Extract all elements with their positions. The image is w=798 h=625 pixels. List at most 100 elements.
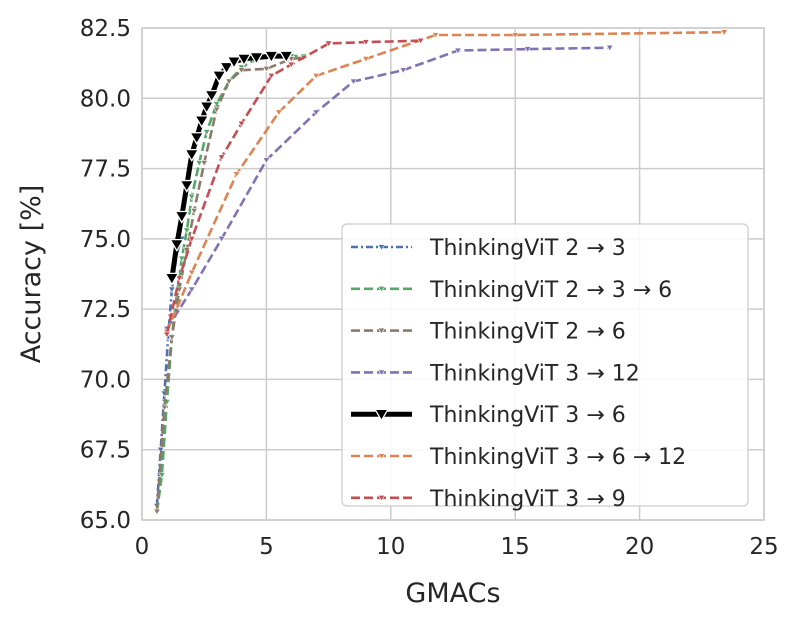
legend-label: ThinkingViT 3 → 6 — [429, 403, 626, 428]
series-group — [163, 29, 729, 336]
legend-marker — [377, 327, 386, 335]
data-point — [431, 32, 440, 39]
data-point — [454, 47, 462, 55]
legend-marker — [373, 408, 390, 422]
y-tick-label: 67.5 — [80, 438, 131, 464]
x-tick-label: 5 — [259, 534, 274, 560]
legend-marker — [377, 495, 386, 502]
data-point — [217, 154, 226, 162]
data-point — [184, 148, 200, 162]
y-tick-label: 75.0 — [80, 227, 131, 253]
data-point — [163, 331, 171, 339]
plot-frame — [141, 27, 765, 521]
data-point — [349, 78, 358, 86]
data-point — [169, 238, 185, 252]
data-point — [187, 286, 196, 294]
legend-label: ThinkingViT 2 → 6 — [429, 320, 626, 345]
data-point — [362, 39, 370, 46]
legend-marker — [377, 244, 386, 251]
data-point — [187, 269, 196, 277]
series-line — [165, 46, 610, 330]
data-point — [174, 210, 190, 224]
data-point — [263, 50, 280, 64]
y-tick-label: 70.0 — [80, 367, 131, 393]
series-lines — [153, 29, 729, 516]
data-point — [202, 129, 211, 136]
data-point — [236, 53, 252, 67]
data-point — [179, 179, 195, 193]
data-point — [168, 286, 176, 294]
y-tick-label: 80.0 — [80, 86, 131, 112]
x-tick-label: 0 — [135, 534, 150, 560]
series-line — [169, 53, 287, 279]
data-point — [212, 106, 221, 114]
data-point — [160, 404, 169, 412]
data-point — [275, 109, 283, 117]
data-point — [156, 446, 165, 454]
data-point — [212, 101, 221, 108]
data-point — [187, 193, 196, 201]
data-point — [267, 73, 276, 80]
legend-label: ThinkingViT 2 → 3 → 6 — [429, 278, 672, 303]
data-point — [232, 171, 241, 178]
data-point — [200, 160, 209, 167]
data-point — [218, 61, 235, 75]
legend-marker — [377, 286, 386, 293]
data-point — [194, 115, 210, 129]
series-group — [163, 44, 614, 333]
data-point — [225, 78, 233, 86]
data-point — [182, 227, 191, 235]
tick-labels: 0 5 10 15 20 25 65.0 67.5 70.0 72.5 75.0 77.5 80.0 82… — [80, 16, 779, 560]
x-tick-label: 25 — [749, 534, 778, 560]
data-point — [511, 32, 520, 39]
data-point — [312, 73, 320, 80]
data-point — [217, 236, 226, 243]
y-tick-label: 82.5 — [80, 16, 131, 42]
data-point — [187, 236, 196, 243]
data-point — [399, 67, 408, 74]
y-tick-label: 77.5 — [80, 157, 131, 183]
legend-label: ThinkingViT 3 → 6 → 12 — [429, 445, 686, 470]
x-tick-label: 20 — [625, 534, 654, 560]
y-axis-label: Accuracy [%] — [16, 185, 47, 364]
data-point — [204, 89, 220, 103]
data-point — [287, 61, 296, 69]
x-tick-label: 15 — [501, 534, 530, 560]
data-point — [324, 40, 333, 48]
data-point — [262, 157, 271, 164]
data-point — [175, 275, 184, 282]
data-point — [168, 334, 176, 341]
legend-marker — [377, 369, 386, 377]
data-point — [237, 67, 246, 74]
data-point — [158, 472, 166, 479]
data-point — [211, 70, 227, 84]
data-point — [199, 101, 215, 115]
legend-marker — [377, 453, 386, 460]
legend-label: ThinkingViT 3 → 9 — [429, 487, 626, 512]
data-point — [720, 29, 729, 36]
series-group — [163, 37, 425, 339]
data-point — [605, 44, 614, 52]
y-tick-label: 65.0 — [80, 508, 131, 534]
data-point — [278, 50, 294, 64]
data-point — [312, 109, 320, 117]
legend-label: ThinkingViT 3 → 12 — [429, 361, 640, 386]
x-tick-label: 10 — [376, 534, 405, 560]
data-point — [416, 37, 425, 45]
y-tick-label: 72.5 — [80, 297, 131, 323]
series-group — [164, 50, 294, 286]
data-point — [164, 272, 180, 286]
data-point — [190, 207, 199, 215]
data-point — [262, 65, 271, 73]
x-axis-label: GMACs — [405, 578, 500, 609]
data-point — [226, 56, 242, 70]
data-point — [195, 160, 204, 167]
legend-label: ThinkingViT 2 → 3 — [429, 236, 626, 261]
data-point — [248, 51, 265, 65]
data-point — [153, 508, 161, 516]
data-point — [237, 120, 246, 128]
data-point — [523, 46, 532, 53]
data-point — [177, 255, 186, 263]
legend: ThinkingViT 2 → 3 ThinkingViT 2 → 3 → 6 Th… — [341, 223, 749, 512]
